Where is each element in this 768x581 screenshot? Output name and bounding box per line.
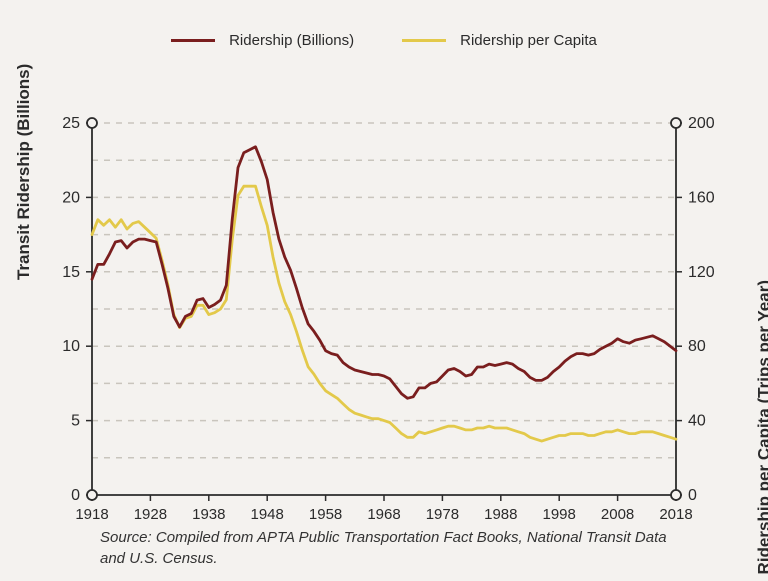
svg-text:0: 0 — [688, 487, 697, 504]
svg-text:2018: 2018 — [659, 506, 692, 519]
svg-text:25: 25 — [62, 115, 80, 132]
chart-plot-area: 0 5 10 15 20 25 0 40 80 120 160 200 1918 1928 1938 1948… — [0, 49, 768, 519]
legend-label-ridership: Ridership (Billions) — [229, 32, 354, 49]
svg-text:1938: 1938 — [192, 506, 225, 519]
svg-text:2008: 2008 — [601, 506, 634, 519]
source-note: Source: Compiled from APTA Public Transp… — [0, 519, 768, 569]
svg-text:1998: 1998 — [543, 506, 576, 519]
svg-text:200: 200 — [688, 115, 715, 132]
svg-text:0: 0 — [71, 487, 80, 504]
svg-text:1988: 1988 — [484, 506, 517, 519]
svg-text:15: 15 — [62, 264, 80, 281]
legend-swatch-ridership — [171, 39, 215, 42]
legend-item-percapita: Ridership per Capita — [402, 32, 597, 49]
svg-text:1978: 1978 — [426, 506, 459, 519]
legend: Ridership (Billions) Ridership per Capit… — [0, 0, 768, 49]
legend-label-percapita: Ridership per Capita — [460, 32, 597, 49]
y-axis-left-title: Transit Ridership (Billions) — [14, 64, 34, 280]
chart-container: Ridership (Billions) Ridership per Capit… — [0, 0, 768, 581]
svg-text:5: 5 — [71, 413, 80, 430]
legend-swatch-percapita — [402, 39, 446, 42]
svg-text:80: 80 — [688, 338, 706, 355]
svg-text:1948: 1948 — [251, 506, 284, 519]
svg-text:1968: 1968 — [367, 506, 400, 519]
y-axis-right-title: Ridership per Capita (Trips per Year) — [754, 280, 768, 574]
svg-text:10: 10 — [62, 338, 80, 355]
svg-text:1918: 1918 — [75, 506, 108, 519]
svg-text:120: 120 — [688, 264, 715, 281]
svg-text:1928: 1928 — [134, 506, 167, 519]
legend-item-ridership: Ridership (Billions) — [171, 32, 354, 49]
svg-text:20: 20 — [62, 189, 80, 206]
svg-text:40: 40 — [688, 413, 706, 430]
svg-text:160: 160 — [688, 189, 715, 206]
svg-text:1958: 1958 — [309, 506, 342, 519]
